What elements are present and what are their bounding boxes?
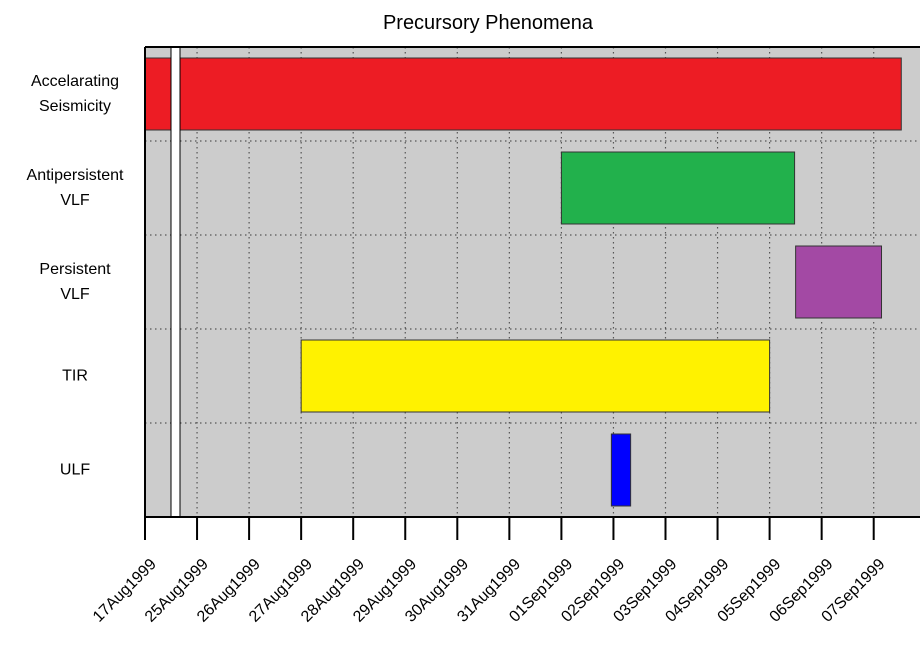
category-label: Antipersistent VLF — [26, 167, 124, 209]
category-label: TIR — [62, 367, 88, 385]
category-label: Accelarating Seismicity — [30, 73, 120, 115]
category-label: Persistent VLF — [39, 261, 111, 303]
bar — [560, 151, 796, 225]
axis-break — [170, 46, 181, 518]
bar — [795, 245, 883, 319]
bar — [300, 339, 771, 413]
chart-title: Precursory Phenomena — [383, 12, 594, 34]
category-label: ULF — [59, 461, 91, 479]
bar — [144, 57, 902, 131]
bar — [610, 433, 632, 507]
